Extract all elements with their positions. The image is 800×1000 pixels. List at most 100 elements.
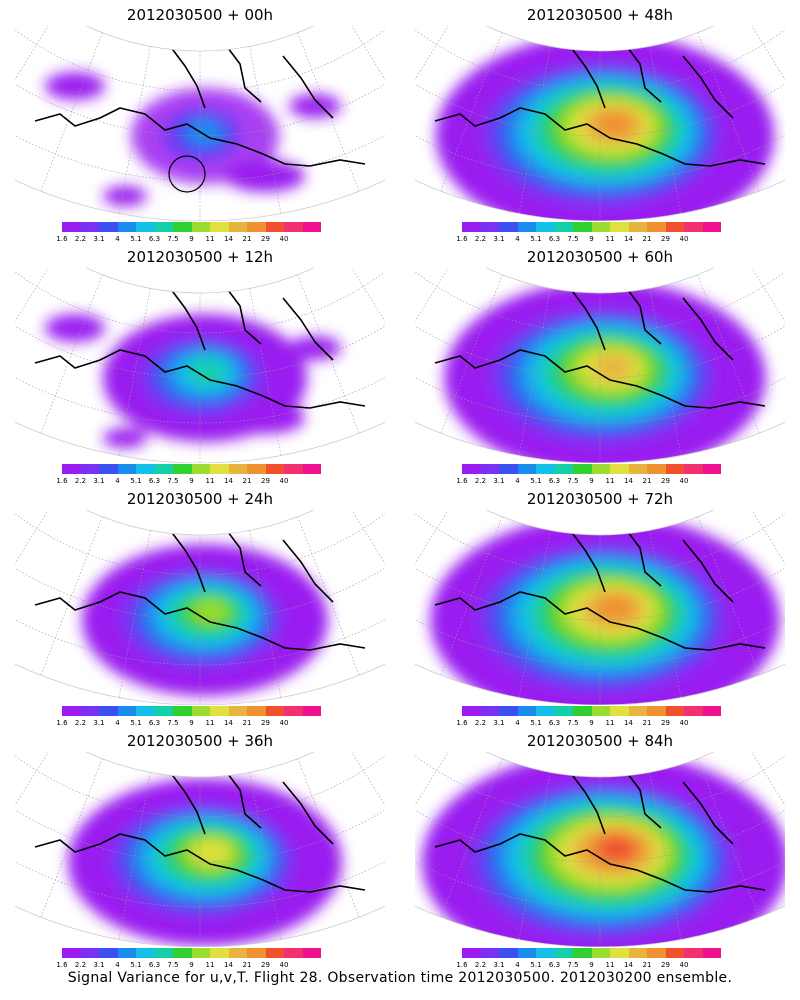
colorbar-tick-label: 40	[679, 719, 689, 727]
colorbar-swatch	[99, 948, 118, 958]
colorbar-tick-label: 2.2	[474, 235, 487, 243]
colorbar-tick-label: 9	[589, 961, 594, 969]
colorbar-tick-label: 9	[189, 961, 194, 969]
colorbar-tick-label: 3.1	[493, 235, 505, 243]
colorbar-swatch	[573, 222, 592, 232]
colorbar-swatch	[154, 948, 173, 958]
colorbar-tick-label: 3.1	[493, 719, 505, 727]
colorbar-labels: 1.6 2.2 3.1 4 5.1 6.3 7.5 9 11 14 21 29 40	[56, 961, 362, 971]
colorbar-labels: 1.6 2.2 3.1 4 5.1 6.3 7.5 9 11 14 21 29 40	[456, 719, 762, 729]
colorbar-swatch	[480, 706, 499, 716]
colorbar-tick-label: 11	[205, 477, 215, 485]
colorbar-swatch	[536, 948, 555, 958]
colorbar-swatch	[62, 948, 81, 958]
colorbar-tick-label: 9	[589, 719, 594, 727]
colorbar-tick-label: 21	[242, 961, 252, 969]
colorbar-tick-label: 11	[605, 719, 615, 727]
colorbar-tick-label: 29	[661, 961, 670, 969]
map-panel: 2012030500 + 36h 1.6 2.2 3.1 4 5.1 6.3 7.5 9 11 14…	[0, 726, 400, 971]
colorbar-tick-label: 2.2	[474, 477, 487, 485]
colorbar-swatch	[265, 706, 284, 716]
colorbar-tick-label: 40	[679, 235, 689, 243]
colorbar-tick-label: 5.1	[130, 235, 142, 243]
colorbar-swatch	[684, 464, 703, 474]
colorbar-tick-label: 14	[624, 961, 633, 969]
colorbar-tick-label: 1.6	[456, 961, 468, 969]
colorbar-tick-label: 14	[224, 961, 233, 969]
colorbar-swatch	[154, 222, 173, 232]
colorbar-tick-label: 4	[115, 477, 120, 485]
colorbar-swatch	[265, 222, 284, 232]
colorbar-swatch	[80, 706, 99, 716]
colorbar-tick-label: 40	[279, 235, 289, 243]
colorbar-swatch	[480, 948, 499, 958]
colorbar-swatch	[702, 706, 721, 716]
colorbar-tick-label: 11	[605, 961, 615, 969]
colorbar-swatch	[499, 464, 518, 474]
map-panel: 2012030500 + 48h 1.6 2.2 3.1 4 5.1 6.3 7.5 9 11 14…	[400, 0, 800, 243]
colorbar-tick-label: 1.6	[56, 477, 68, 485]
colorbar-tick-label: 3.1	[93, 961, 105, 969]
panel-title: 2012030500 + 36h	[126, 732, 274, 750]
colorbar-swatch	[173, 706, 192, 716]
colorbar-swatch	[462, 464, 481, 474]
colorbar-swatch	[591, 706, 610, 716]
colorbar-swatch	[647, 948, 666, 958]
colorbar-swatch	[665, 222, 684, 232]
variance-map	[415, 752, 785, 947]
colorbar-tick-label: 1.6	[56, 961, 68, 969]
colorbar-swatch	[228, 948, 247, 958]
colorbar-swatch	[628, 464, 647, 474]
colorbar-swatch	[573, 464, 592, 474]
colorbar-tick-label: 14	[224, 235, 233, 243]
variance-map	[15, 268, 385, 463]
colorbar-tick-label: 2.2	[74, 235, 87, 243]
colorbar-tick-label: 5.1	[130, 961, 142, 969]
colorbar-tick-label: 2.2	[74, 477, 87, 485]
colorbar-tick-label: 1.6	[456, 719, 468, 727]
colorbar-tick-label: 11	[605, 235, 615, 243]
colorbar-swatch	[499, 948, 518, 958]
colorbar-tick-label: 9	[189, 719, 194, 727]
variance-map	[15, 752, 385, 947]
colorbar-swatch	[80, 464, 99, 474]
colorbar-swatch	[62, 222, 81, 232]
colorbar-labels: 1.6 2.2 3.1 4 5.1 6.3 7.5 9 11 14 21 29 40	[56, 719, 362, 729]
colorbar-tick-label: 6.3	[148, 961, 161, 969]
colorbar-swatch	[665, 948, 684, 958]
colorbar-swatch	[191, 706, 210, 716]
panel-title: 2012030500 + 12h	[126, 248, 274, 266]
colorbar-tick-label: 6.3	[548, 235, 561, 243]
colorbar-swatch	[702, 222, 721, 232]
colorbar-tick-label: 6.3	[148, 235, 161, 243]
colorbar-swatch	[228, 706, 247, 716]
colorbar-swatch	[517, 222, 536, 232]
colorbar-tick-label: 6.3	[548, 719, 561, 727]
panel-grid: 2012030500 + 00h 1.6 2.2 3.1 4 5.1 6.3 7.5 9 11 14…	[0, 0, 800, 971]
colorbar-tick-label: 2.2	[474, 719, 487, 727]
colorbar-tick-label: 4	[515, 477, 520, 485]
colorbar-swatch	[628, 222, 647, 232]
colorbar-tick-label: 21	[242, 719, 252, 727]
colorbar-swatch	[702, 464, 721, 474]
figure-caption: Signal Variance for u,v,T. Flight 28. Ob…	[67, 970, 733, 986]
colorbar-tick-label: 5.1	[530, 961, 542, 969]
colorbar-swatch	[99, 222, 118, 232]
colorbar-tick-label: 40	[279, 719, 289, 727]
colorbar-tick-label: 3.1	[493, 961, 505, 969]
colorbar-swatch	[591, 222, 610, 232]
colorbar-swatch	[591, 464, 610, 474]
panel-title: 2012030500 + 48h	[526, 6, 674, 24]
colorbar-tick-label: 11	[205, 719, 215, 727]
colorbar-tick-label: 5.1	[530, 477, 542, 485]
colorbar-swatch	[573, 948, 592, 958]
colorbar-swatch	[173, 464, 192, 474]
colorbar-tick-label: 2.2	[74, 719, 87, 727]
colorbar-swatch	[284, 706, 303, 716]
panel-title: 2012030500 + 84h	[526, 732, 674, 750]
colorbar-swatch	[191, 464, 210, 474]
colorbar-labels: 1.6 2.2 3.1 4 5.1 6.3 7.5 9 11 14 21 29 40	[456, 961, 762, 971]
colorbar-tick-label: 29	[261, 477, 270, 485]
colorbar-swatch	[173, 222, 192, 232]
colorbar-swatch	[480, 222, 499, 232]
